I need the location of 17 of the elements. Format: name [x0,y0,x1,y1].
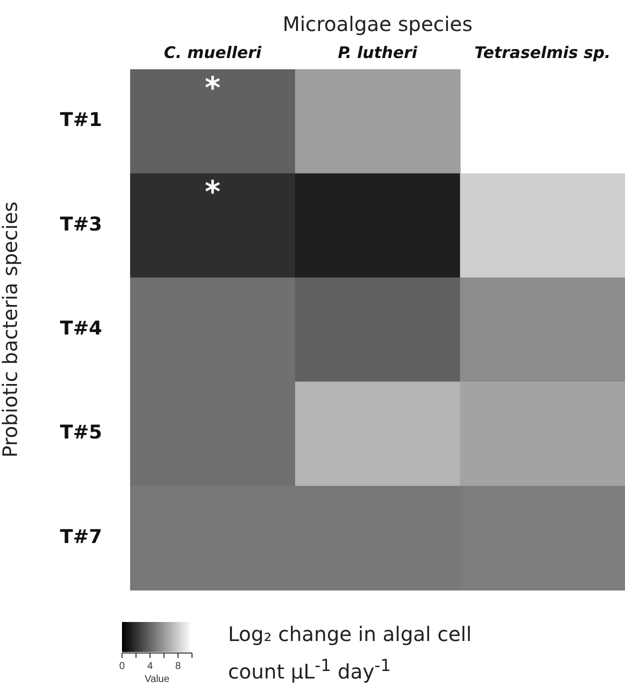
color-bar-label: 0 [119,660,126,672]
data-label: * [204,70,221,106]
text: Log₂ change in algal cell count µL$^{-1}$ day$^{-1}$ [228,621,473,686]
color-bar-title: Value [144,674,170,685]
y-tick-label: T#7 [60,526,102,548]
x-axis-title: Microalgae species [282,12,473,36]
y-tick-label: T#1 [60,109,102,132]
y-tick-label: T#4 [60,318,102,340]
x-tick-label: C. muelleri [164,42,262,62]
color-bar-label: 4 [147,660,154,672]
y-axis-title: Probiotic bacteria species [0,202,22,458]
x-tick-label: Tetraselmis sp. [474,42,611,62]
y-tick-label: T#3 [60,213,102,236]
color-bar-label: 8 [175,660,182,672]
x-tick-label: P. lutheri [338,42,418,62]
data-label: * [204,175,221,210]
y-tick-label: T#5 [60,422,102,444]
